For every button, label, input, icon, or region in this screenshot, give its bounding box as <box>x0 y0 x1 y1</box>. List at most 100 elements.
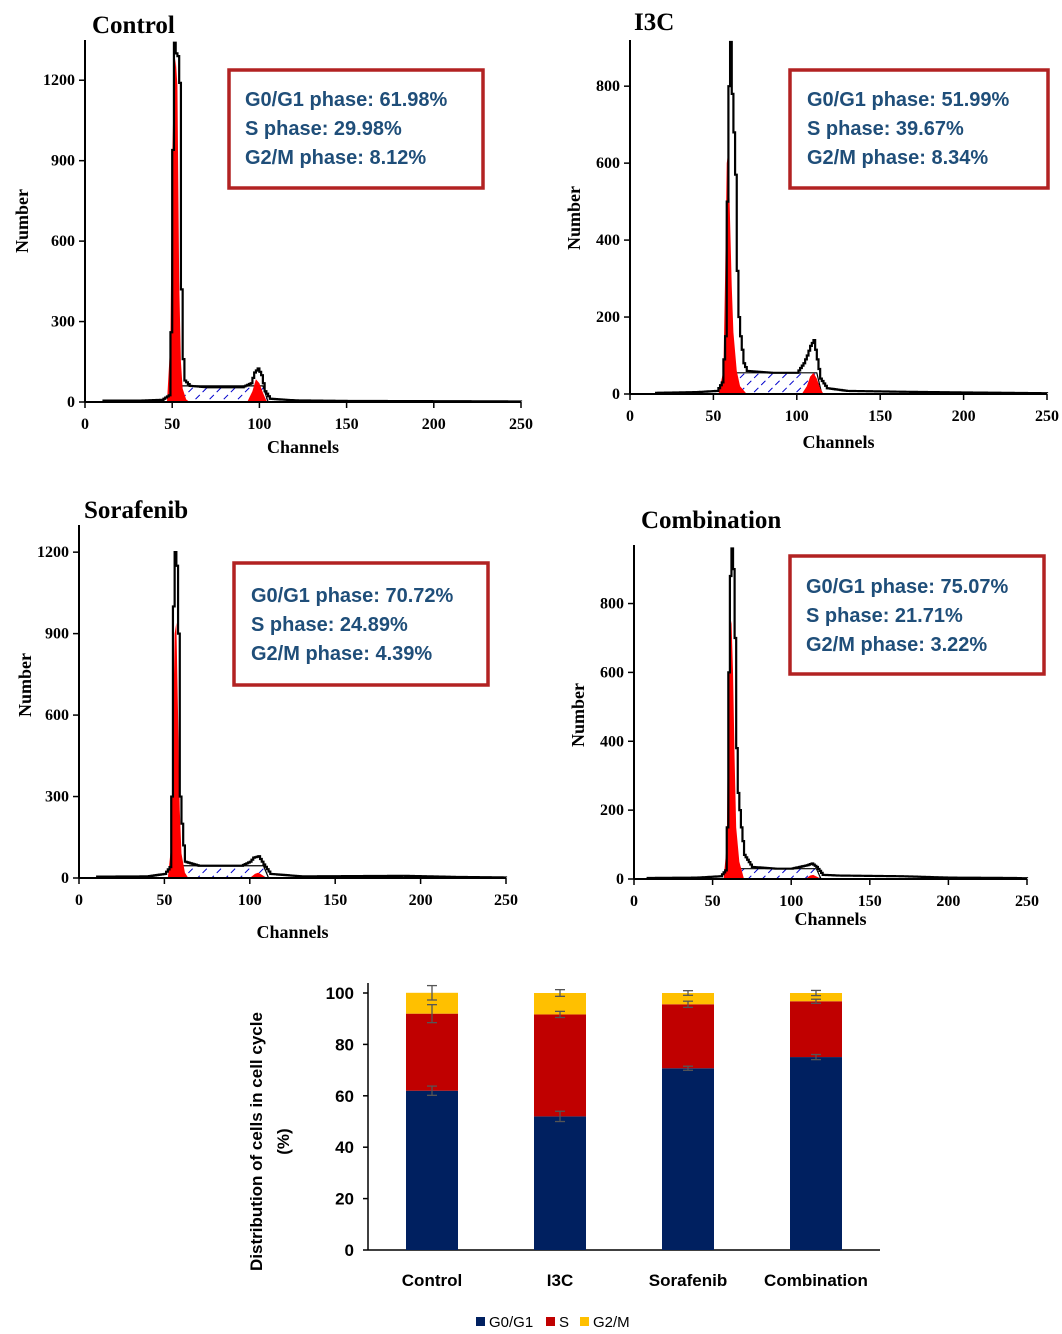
x-tick-label: 150 <box>868 408 892 425</box>
legend-label: S <box>559 1314 569 1331</box>
x-tick-label: 50 <box>156 892 172 909</box>
bar-segment-s <box>406 1013 458 1091</box>
bar-y-tick-label: 80 <box>335 1035 354 1054</box>
phase-annotation-line: G2/M phase: 4.39% <box>251 643 432 665</box>
stacked-bar-chart: 0 20 40 60 80 100 Control I3C Sorafenib Combinati… <box>247 983 880 1331</box>
phase-annotation-line: G2/M phase: 8.12% <box>245 147 426 169</box>
y-tick-label: 300 <box>51 314 75 331</box>
y-tick-label: 600 <box>45 707 69 724</box>
x-tick-label: 100 <box>785 408 809 425</box>
x-axis-label: Channels <box>256 922 328 942</box>
y-tick-label: 300 <box>45 789 69 806</box>
bar-segment-s <box>790 1001 842 1058</box>
histogram-panel-3: 0 50 100 150 200 250 0 300 600 900 1200 Sorafenib Ch… <box>15 497 518 942</box>
bar-y-tick-label: 60 <box>335 1087 354 1106</box>
legend-swatch <box>580 1317 589 1326</box>
bar-segment-g2-m <box>534 993 586 1015</box>
x-tick-label: 250 <box>1015 893 1039 910</box>
phase-annotation-line: S phase: 29.98% <box>245 118 402 140</box>
bar-y-tick-label: 0 <box>345 1241 354 1260</box>
y-tick-label: 900 <box>45 626 69 643</box>
y-axis-label: Number <box>12 189 32 253</box>
x-axis-label: Channels <box>802 432 874 452</box>
phase-annotation-line: G2/M phase: 8.34% <box>807 147 988 169</box>
x-tick-label: 0 <box>75 892 83 909</box>
legend-swatch <box>546 1317 555 1326</box>
phase-annotation-line: G0/G1 phase: 51.99% <box>807 89 1010 111</box>
legend-label: G0/G1 <box>489 1314 533 1331</box>
phase-annotation-line: S phase: 24.89% <box>251 614 408 636</box>
legend-label: G2/M <box>593 1314 630 1331</box>
x-tick-label: 200 <box>422 416 446 433</box>
x-tick-label: 50 <box>705 408 721 425</box>
g2m-peak-fill <box>249 872 267 878</box>
phase-annotation-box <box>227 68 485 190</box>
bar-segment-g0-g1 <box>662 1068 714 1250</box>
g2m-peak-fill <box>801 372 824 394</box>
g2m-peak-fill <box>247 379 270 402</box>
bar-category-label: Combination <box>764 1271 868 1290</box>
x-tick-label: 150 <box>323 892 347 909</box>
phase-annotation-box <box>788 554 1046 676</box>
y-tick-label: 600 <box>600 664 624 681</box>
bar-segment-g0-g1 <box>790 1057 842 1250</box>
bar-segment-g0-g1 <box>406 1090 458 1250</box>
bar-segment-s <box>662 1004 714 1069</box>
phase-annotation-box <box>788 68 1050 190</box>
y-tick-label: 400 <box>596 232 620 249</box>
panel-title: Sorafenib <box>84 497 188 524</box>
histogram-outline <box>646 547 1029 880</box>
x-tick-label: 200 <box>952 408 976 425</box>
g0g1-peak-fill <box>718 151 747 394</box>
bar-category-label: I3C <box>547 1271 573 1290</box>
histogram-outline <box>96 551 508 879</box>
panel-title: I3C <box>634 9 674 36</box>
bar-segment-g0-g1 <box>534 1116 586 1250</box>
phase-annotation-line: S phase: 21.71% <box>806 605 963 627</box>
histogram-panel-1: 0 50 100 150 200 250 0 300 600 900 1200 Control Chan… <box>12 12 533 457</box>
y-axis-label: Number <box>15 653 35 717</box>
x-axis-label: Channels <box>267 437 339 457</box>
y-tick-label: 1200 <box>43 72 75 89</box>
phase-annotation-line: G0/G1 phase: 61.98% <box>245 89 448 111</box>
y-axis-label: Number <box>564 186 584 250</box>
y-tick-label: 1200 <box>37 544 69 561</box>
y-tick-label: 400 <box>600 733 624 750</box>
y-tick-label: 800 <box>596 78 620 95</box>
y-tick-label: 0 <box>61 870 69 887</box>
x-tick-label: 250 <box>509 416 533 433</box>
x-tick-label: 100 <box>247 416 271 433</box>
x-tick-label: 150 <box>335 416 359 433</box>
bar-y-axis-label: Distribution of cells in cell cycle (%) <box>247 1012 293 1271</box>
histogram-panel-2: 0 50 100 150 200 250 0 200 400 600 800 I3C Channels N… <box>564 9 1059 452</box>
panel-title: Combination <box>641 507 781 534</box>
y-tick-label: 200 <box>600 802 624 819</box>
y-axis-label: Number <box>568 683 588 747</box>
x-axis-label: Channels <box>794 909 866 929</box>
bar-segment-g2-m <box>662 993 714 1005</box>
y-tick-label: 600 <box>51 233 75 250</box>
x-tick-label: 0 <box>630 893 638 910</box>
x-tick-label: 100 <box>238 892 262 909</box>
y-tick-label: 600 <box>596 155 620 172</box>
x-tick-label: 200 <box>936 893 960 910</box>
bar-segment-g2-m <box>406 992 458 1014</box>
bar-y-tick-label: 40 <box>335 1138 354 1157</box>
x-tick-label: 200 <box>409 892 433 909</box>
phase-annotation-box <box>232 561 490 687</box>
bar-y-tick-label: 20 <box>335 1190 354 1209</box>
x-tick-label: 150 <box>858 893 882 910</box>
panel-title: Control <box>92 12 175 39</box>
y-tick-label: 0 <box>612 386 620 403</box>
y-tick-label: 200 <box>596 309 620 326</box>
phase-annotation-line: S phase: 39.67% <box>807 118 964 140</box>
x-tick-label: 250 <box>494 892 518 909</box>
bar-segment-g2-m <box>790 993 842 1002</box>
histogram-outline <box>655 40 1049 395</box>
y-tick-label: 800 <box>600 596 624 613</box>
bar-y-tick-label: 100 <box>326 984 354 1003</box>
legend-swatch <box>476 1317 485 1326</box>
g0g1-peak-fill <box>167 622 189 878</box>
bar-segment-s <box>534 1014 586 1117</box>
